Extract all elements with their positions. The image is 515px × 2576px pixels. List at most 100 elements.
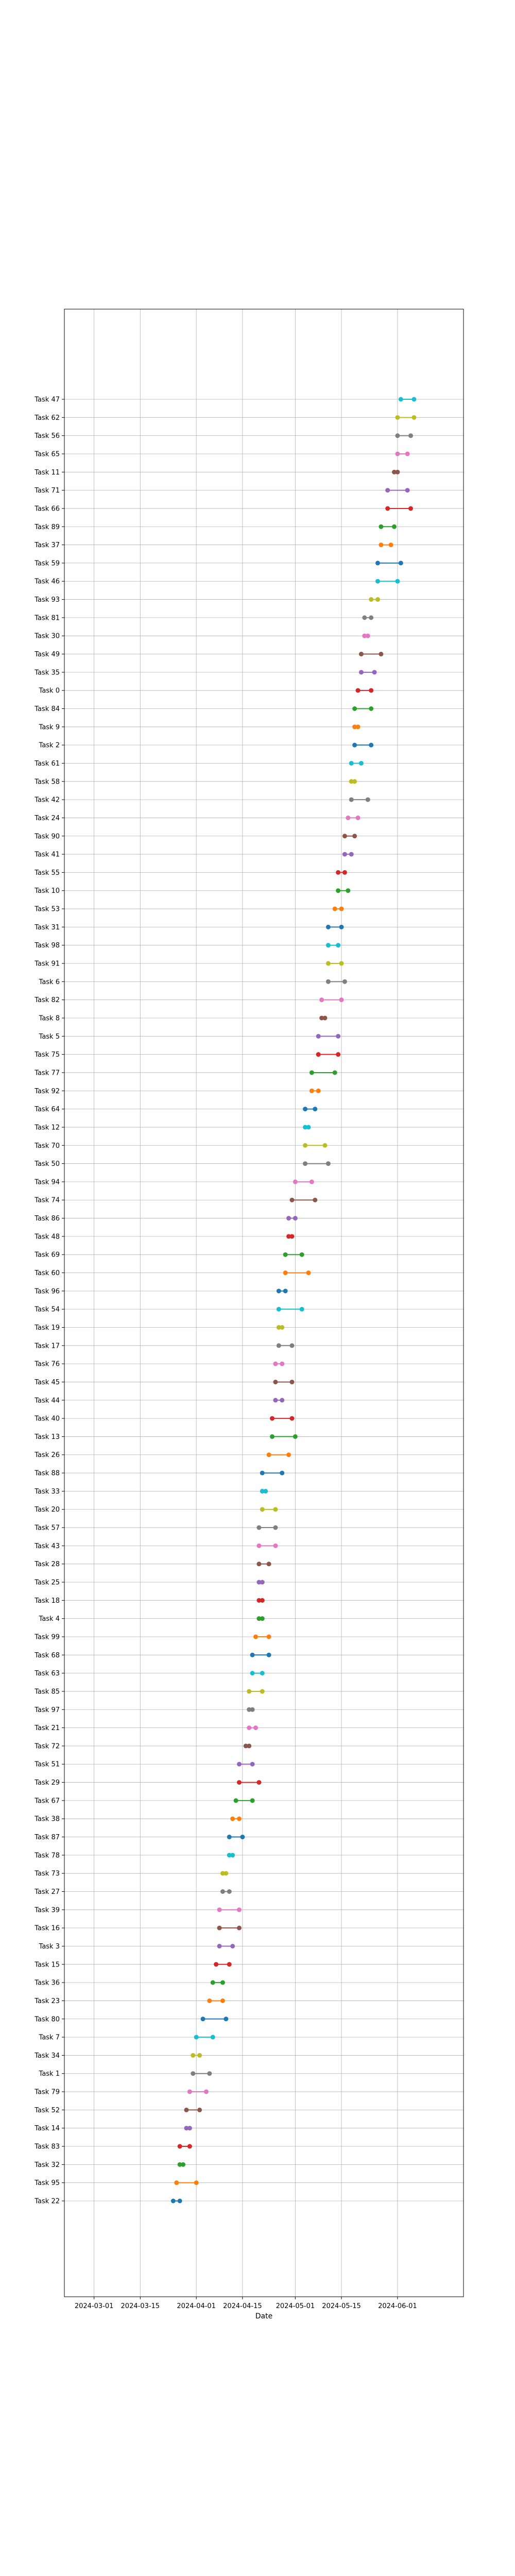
task-dumbbell [247,1725,258,1731]
task-start-point [303,1161,308,1166]
task-dumbbell [349,760,364,766]
task-start-point [256,1598,262,1603]
task-end-point [187,2126,192,2131]
task-dumbbell [379,543,393,548]
task-dumbbell [270,1434,298,1439]
task-end-point [256,1780,262,1785]
task-dumbbell [256,1598,265,1603]
task-end-point [280,1398,285,1403]
y-tick-label: Task 93 [34,596,60,604]
task-start-point [336,888,341,893]
task-start-point [289,1197,295,1202]
y-tick-label: Task 32 [34,2161,60,2169]
task-dumbbell [276,1343,295,1348]
task-start-point [194,2035,199,2040]
task-start-point [247,1707,252,1712]
task-dumbbell [236,1780,262,1785]
task-start-point [270,1416,275,1421]
task-end-point [286,1452,291,1458]
task-dumbbell [217,1943,235,1948]
task-start-point [303,1143,308,1148]
y-tick-label: Task 18 [34,1597,60,1605]
y-tick-label: Task 77 [34,1069,60,1077]
y-tick-label: Task 79 [34,2089,60,2096]
task-dumbbell [303,1107,318,1112]
task-start-point [349,760,354,766]
y-tick-label: Task 48 [34,1233,60,1241]
y-tick-label: Task 63 [34,1670,60,1677]
task-end-point [299,1252,304,1257]
task-end-point [322,1015,328,1021]
y-tick-label: Task 41 [34,851,60,859]
task-start-point [325,943,331,948]
task-start-point [303,1125,308,1130]
y-tick-label: Task 53 [34,906,60,913]
task-dumbbell [342,834,357,839]
task-dumbbell [362,633,370,638]
task-start-point [375,561,380,566]
y-tick-label: Task 31 [34,924,60,931]
task-dumbbell [303,1143,328,1148]
y-tick-label: Task 75 [34,1051,60,1059]
y-tick-label: Task 0 [39,687,60,695]
task-start-point [349,779,354,784]
task-start-point [336,870,341,875]
task-end-point [227,1962,232,1967]
task-dumbbell [236,1761,255,1767]
task-dumbbell [349,779,357,784]
task-dumbbell [303,1161,331,1166]
task-dumbbell [355,688,374,693]
task-dumbbell [247,1689,265,1694]
task-dumbbell [395,415,417,420]
y-tick-label: Task 27 [34,1888,60,1896]
task-start-point [256,1543,262,1548]
task-start-point [256,1562,262,1567]
y-tick-label: Task 91 [34,960,60,968]
task-end-point [293,1434,298,1439]
task-end-point [227,1889,232,1894]
task-end-point [339,961,344,966]
task-dumbbell [220,1889,232,1894]
task-end-point [273,1525,278,1530]
y-tick-label: Task 76 [34,1361,60,1368]
task-end-point [306,1125,311,1130]
task-end-point [339,906,344,911]
x-axis-label: Date [255,2312,272,2320]
task-end-point [352,779,357,784]
y-tick-label: Task 52 [34,2107,60,2114]
task-dumbbell [233,1798,255,1803]
y-tick-label: Task 81 [34,614,60,622]
y-tick-label: Task 26 [34,1451,60,1459]
task-dumbbell [319,997,344,1003]
y-tick-label: Task 34 [34,2052,60,2060]
y-tick-label: Task 88 [34,1470,60,1478]
x-tick-label: 2024-03-15 [121,2302,160,2310]
task-end-point [332,1070,337,1075]
task-end-point [280,1470,285,1476]
y-tick-label: Task 82 [34,996,60,1004]
y-tick-label: Task 90 [34,833,60,840]
task-start-point [256,1616,262,1621]
task-end-point [250,1761,255,1767]
y-tick-label: Task 47 [34,396,60,404]
y-tick-label: Task 65 [34,450,60,458]
task-start-point [346,815,351,820]
task-start-point [250,1671,255,1676]
task-end-point [339,924,344,929]
y-tick-label: Task 15 [34,1961,60,1969]
task-dumbbell [352,706,374,711]
y-tick-label: Task 7 [39,2034,60,2042]
task-dumbbell [283,1270,311,1276]
y-tick-label: Task 58 [34,778,60,786]
task-dumbbell [352,742,374,748]
task-start-point [352,706,357,711]
task-dumbbell [369,597,380,602]
task-dumbbell [266,1452,291,1458]
task-start-point [270,1434,275,1439]
task-dumbbell [293,1179,314,1184]
y-tick-label: Task 36 [34,1979,60,1987]
task-start-point [391,469,397,474]
task-start-point [319,1015,324,1021]
task-dumbbell [336,888,351,893]
